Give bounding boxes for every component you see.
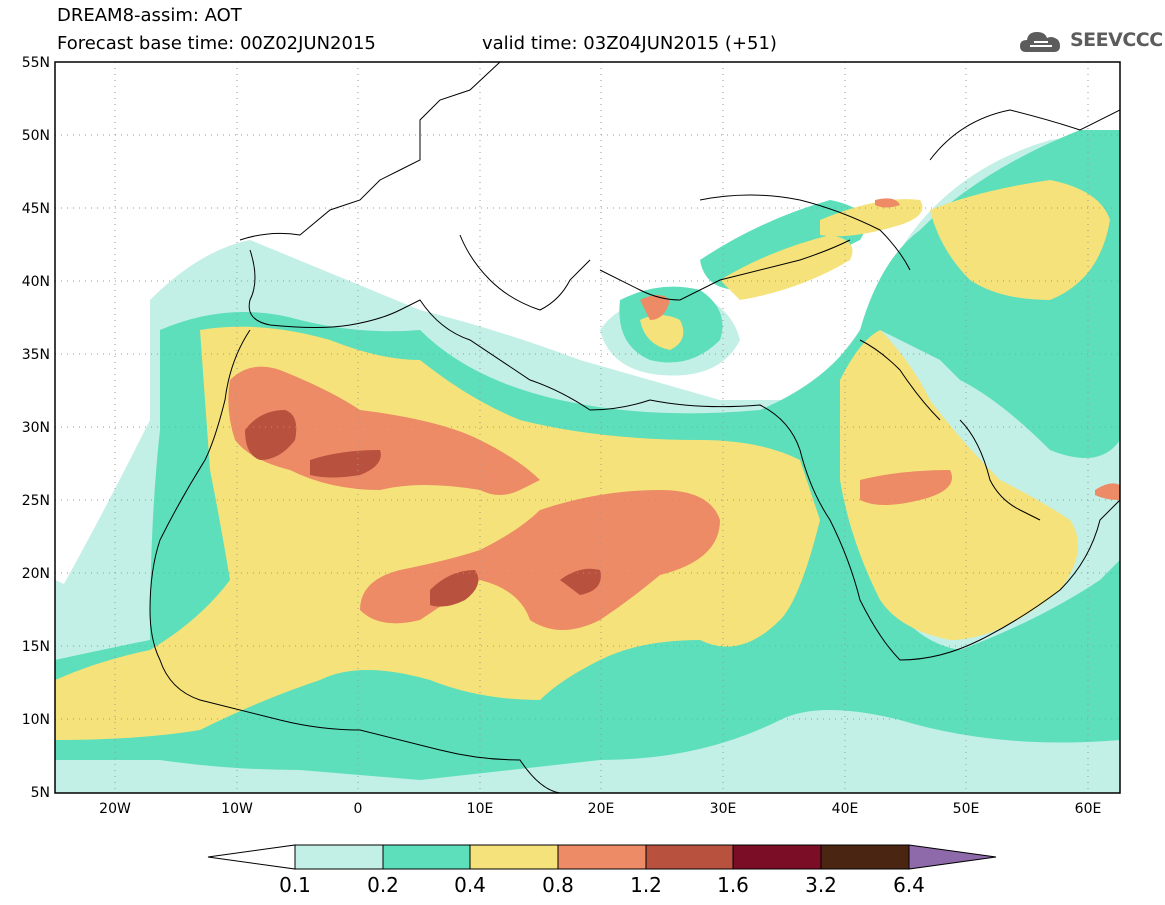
valid-time: valid time: 03Z04JUN2015 (+51) [482,33,777,54]
lat-label: 10N [22,712,50,728]
lat-label: 15N [22,639,50,655]
colorbar [207,844,997,870]
map-title: DREAM8-assim: AOT [57,5,242,26]
colorbar-label: 0.4 [454,873,486,897]
lat-label: 30N [22,420,50,436]
lon-label: 10E [467,801,494,817]
colorbar-label: 3.2 [805,873,837,897]
lon-label: 50E [953,801,980,817]
lon-label: 20E [588,801,615,817]
cloud-logo-icon [1020,32,1060,52]
colorbar-label: 6.4 [893,873,925,897]
colorbar-swatch [294,844,384,870]
lon-label: 30E [710,801,737,817]
longitude-labels: 20W 10W 0 10E 20E 30E 40E 50E 60E [99,801,1101,817]
latitude-labels: 55N 50N 45N 40N 35N 30N 25N 20N 15N 10N … [22,55,50,801]
colorbar-label: 0.8 [542,873,574,897]
lat-label: 35N [22,347,50,363]
colorbar-label: 0.2 [367,873,399,897]
colorbar-label: 0.1 [279,873,311,897]
coastlines [149,62,1120,793]
lat-label: 20N [22,566,50,582]
lat-label: 40N [22,274,50,290]
lat-label: 55N [22,55,50,71]
colorbar-swatch [732,844,822,870]
lon-label: 40E [832,801,859,817]
colorbar-swatch [382,844,471,870]
lat-label: 45N [22,201,50,217]
colorbar-under-arrow [207,844,296,870]
colorbar-label: 1.6 [717,873,749,897]
colorbar-swatch [645,844,734,870]
colorbar-swatch [557,844,647,870]
lon-label: 10W [221,801,253,817]
lon-label: 20W [99,801,131,817]
forecast-base-time: Forecast base time: 00Z02JUN2015 [57,33,376,54]
lon-label: 60E [1075,801,1102,817]
colorbar-label: 1.2 [630,873,662,897]
aot-band-1-2 [245,410,601,607]
colorbar-swatch [820,844,910,870]
colorbar-over-arrow [908,844,997,870]
logo-text: SEEVCCC [1070,29,1163,51]
colorbar-swatch [469,844,559,870]
aot-fields [55,62,1120,793]
lat-label: 50N [22,128,50,144]
map-frame [54,61,1121,794]
lat-label: 5N [31,785,50,801]
lat-label: 25N [22,493,50,509]
lon-label: 0 [354,801,363,817]
